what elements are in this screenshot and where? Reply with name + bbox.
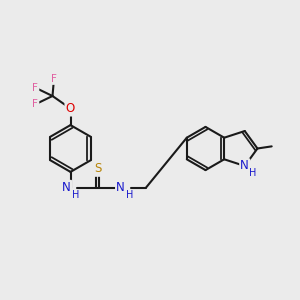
Text: H: H bbox=[249, 168, 256, 178]
Text: S: S bbox=[94, 162, 101, 176]
Text: H: H bbox=[126, 190, 134, 200]
Text: N: N bbox=[240, 160, 249, 172]
Text: O: O bbox=[66, 102, 75, 115]
Text: F: F bbox=[32, 99, 38, 110]
Text: H: H bbox=[72, 190, 80, 200]
Text: N: N bbox=[62, 181, 71, 194]
Text: N: N bbox=[116, 181, 125, 194]
Text: F: F bbox=[32, 82, 38, 93]
Text: F: F bbox=[51, 74, 57, 84]
